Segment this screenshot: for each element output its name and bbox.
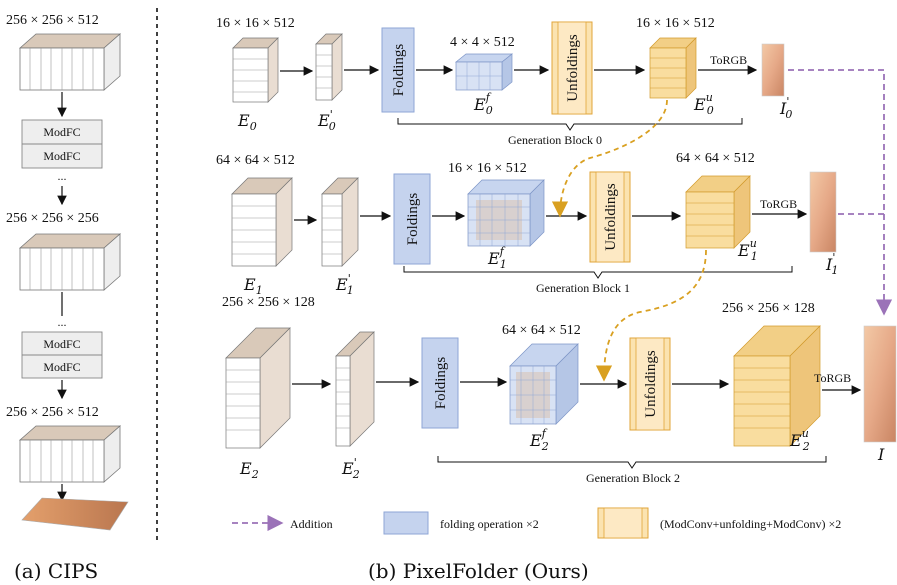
cips-dots-2: ... xyxy=(58,315,67,329)
skip-arrow-row0-to-row1 xyxy=(551,99,668,218)
cips-caption: (a) CIPS xyxy=(14,559,98,583)
row1-unfoldings-label: Unfoldings xyxy=(603,183,619,251)
row1-output-face-image xyxy=(809,171,837,253)
row1-e-tensor xyxy=(231,177,293,267)
legend-addition-label: Addition xyxy=(290,517,333,531)
row0-foldings-label: Foldings xyxy=(391,44,407,97)
cips-modfc-a2: ModFC xyxy=(43,149,80,163)
row2-foldings-label: Foldings xyxy=(433,357,449,410)
row0-ef-label: Ef 0 xyxy=(473,91,493,117)
cips-tensor-mid xyxy=(18,233,122,291)
row1-dims-f: 16 × 16 × 512 xyxy=(448,161,527,176)
row0-e-tensor xyxy=(232,37,279,103)
cips-column: 256 × 256 × 512 ModFC ModFC ... 256 × 25… xyxy=(6,13,129,583)
cips-modfc-b2: ModFC xyxy=(43,360,80,374)
row1-foldings-box xyxy=(393,173,431,265)
row1-ef-label: Ef 1 xyxy=(487,245,507,271)
row2-ef-label: Ef 2 xyxy=(529,427,549,453)
row2-torgb-label: ToRGB xyxy=(814,371,851,385)
pixelfolder-panel: 16 × 16 × 512 E0 E' 0 Foldings xyxy=(216,16,897,583)
row0-foldings-box xyxy=(381,27,415,113)
legend-folding-label: folding operation ×2 xyxy=(440,517,539,531)
cips-tensor-top xyxy=(18,33,122,91)
generation-row-1: 64 × 64 × 512 E1 E' 1 Foldings 16 × 16 × … xyxy=(216,151,838,297)
row0-dims-u: 16 × 16 × 512 xyxy=(636,16,715,31)
row2-output-face-image xyxy=(863,325,897,443)
row1-eu-label: Eu 1 xyxy=(737,237,758,263)
skip-arrow-row1-to-row2 xyxy=(595,249,707,382)
row0-unfoldings-label: Unfoldings xyxy=(565,34,581,102)
pixelfolder-caption: (b) PixelFolder (Ours) xyxy=(368,559,589,583)
row2-unfoldings-label: Unfoldings xyxy=(643,350,659,418)
row0-dims-f: 4 × 4 × 512 xyxy=(450,35,515,50)
row2-dims-e: 256 × 256 × 128 xyxy=(222,295,315,310)
row2-foldings-box xyxy=(421,337,459,429)
cips-modfc-a1: ModFC xyxy=(43,125,80,139)
row2-dims-u: 256 × 256 × 128 xyxy=(722,301,815,316)
row1-e-prime-label: E' 1 xyxy=(335,272,354,297)
legend-unfolding-label: (ModConv+unfolding+ModConv) ×2 xyxy=(660,517,841,531)
row0-eu-tensor xyxy=(649,37,697,99)
row2-e-tensor xyxy=(225,327,291,449)
addition-arrow-main xyxy=(788,69,893,316)
row1-e-prime-tensor xyxy=(321,177,359,267)
cips-dims-top: 256 × 256 × 512 xyxy=(6,13,99,28)
row2-block-label: Generation Block 2 xyxy=(586,471,680,485)
row0-dims-e: 16 × 16 × 512 xyxy=(216,16,295,31)
cips-tensor-bottom xyxy=(18,425,122,483)
cips-output-face-image xyxy=(21,497,129,531)
row1-ef-tensor xyxy=(467,179,545,247)
row0-e-prime-tensor xyxy=(315,33,343,101)
row2-ef-tensor xyxy=(509,343,579,425)
cips-modfc-b1: ModFC xyxy=(43,337,80,351)
row1-dims-u: 64 × 64 × 512 xyxy=(676,151,755,166)
row1-dims-e: 64 × 64 × 512 xyxy=(216,153,295,168)
row0-e-label: E0 xyxy=(237,111,257,133)
row0-block-label: Generation Block 0 xyxy=(508,133,602,147)
row2-dims-f: 64 × 64 × 512 xyxy=(502,323,581,338)
row0-eu-label: Eu 0 xyxy=(693,91,714,117)
row2-e-label: E2 xyxy=(239,459,259,481)
row2-e-prime-tensor xyxy=(335,331,375,447)
row0-output-face-image xyxy=(761,43,785,97)
row0-torgb-label: ToRGB xyxy=(710,53,747,67)
cips-dots-1: ... xyxy=(58,169,67,183)
row2-eu-tensor xyxy=(733,325,821,447)
row1-torgb-label: ToRGB xyxy=(760,197,797,211)
row1-i-label: I' 1 xyxy=(825,251,838,277)
row0-i-label: I' 0 xyxy=(779,95,792,121)
legend-folding-swatch xyxy=(383,511,429,535)
legend: Addition folding operation ×2 (ModConv+u… xyxy=(232,507,841,539)
row2-eu-label: Eu 2 xyxy=(789,427,810,453)
row1-foldings-label: Foldings xyxy=(405,193,421,246)
row2-e-prime-label: E' 2 xyxy=(341,456,360,481)
cips-dims-mid: 256 × 256 × 256 xyxy=(6,211,99,226)
generation-row-2: 256 × 256 × 128 E2 E' 2 Foldings 64 × 64 … xyxy=(222,295,897,485)
row0-ef-tensor xyxy=(455,53,513,91)
row2-i-label: I xyxy=(877,445,885,464)
generation-row-0: 16 × 16 × 512 E0 E' 0 Foldings xyxy=(216,16,792,147)
row0-e-prime-label: E' 0 xyxy=(317,108,336,133)
row1-eu-tensor xyxy=(685,175,751,249)
row1-e-label: E1 xyxy=(243,275,263,297)
cips-dims-bottom: 256 × 256 × 512 xyxy=(6,405,99,420)
row1-block-label: Generation Block 1 xyxy=(536,281,630,295)
